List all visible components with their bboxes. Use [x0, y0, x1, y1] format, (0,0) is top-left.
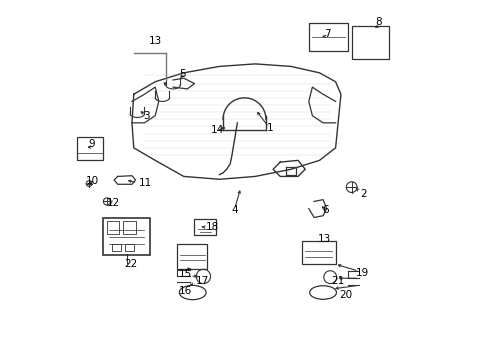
Text: 2: 2 — [359, 189, 366, 199]
Bar — [123, 221, 135, 234]
Text: 4: 4 — [231, 205, 237, 215]
Text: 13: 13 — [317, 234, 330, 244]
Text: 6: 6 — [322, 205, 328, 215]
Text: 21: 21 — [331, 276, 344, 286]
Bar — [77, 137, 103, 160]
Bar — [301, 241, 335, 264]
Text: 8: 8 — [375, 17, 381, 27]
Text: 22: 22 — [124, 259, 138, 269]
Text: 7: 7 — [324, 28, 330, 39]
Text: 19: 19 — [355, 268, 368, 278]
Bar — [308, 23, 347, 51]
Bar — [107, 221, 119, 234]
Text: 5: 5 — [179, 68, 185, 78]
Text: 15: 15 — [179, 269, 192, 279]
Text: 9: 9 — [88, 139, 95, 149]
Text: 16: 16 — [179, 287, 192, 296]
Text: 14: 14 — [211, 125, 224, 135]
Text: 10: 10 — [85, 176, 98, 186]
Text: 1: 1 — [266, 123, 273, 133]
Text: 17: 17 — [195, 276, 208, 286]
Text: 11: 11 — [138, 178, 151, 188]
Text: 18: 18 — [205, 222, 219, 232]
Text: 3: 3 — [142, 111, 149, 121]
Text: 13: 13 — [149, 36, 162, 46]
Bar — [194, 219, 216, 235]
Bar — [112, 244, 121, 251]
Text: 20: 20 — [338, 290, 351, 300]
Bar — [124, 244, 134, 251]
Bar — [176, 244, 206, 269]
Text: 12: 12 — [106, 198, 120, 208]
Bar — [103, 217, 149, 255]
Bar — [351, 26, 388, 59]
